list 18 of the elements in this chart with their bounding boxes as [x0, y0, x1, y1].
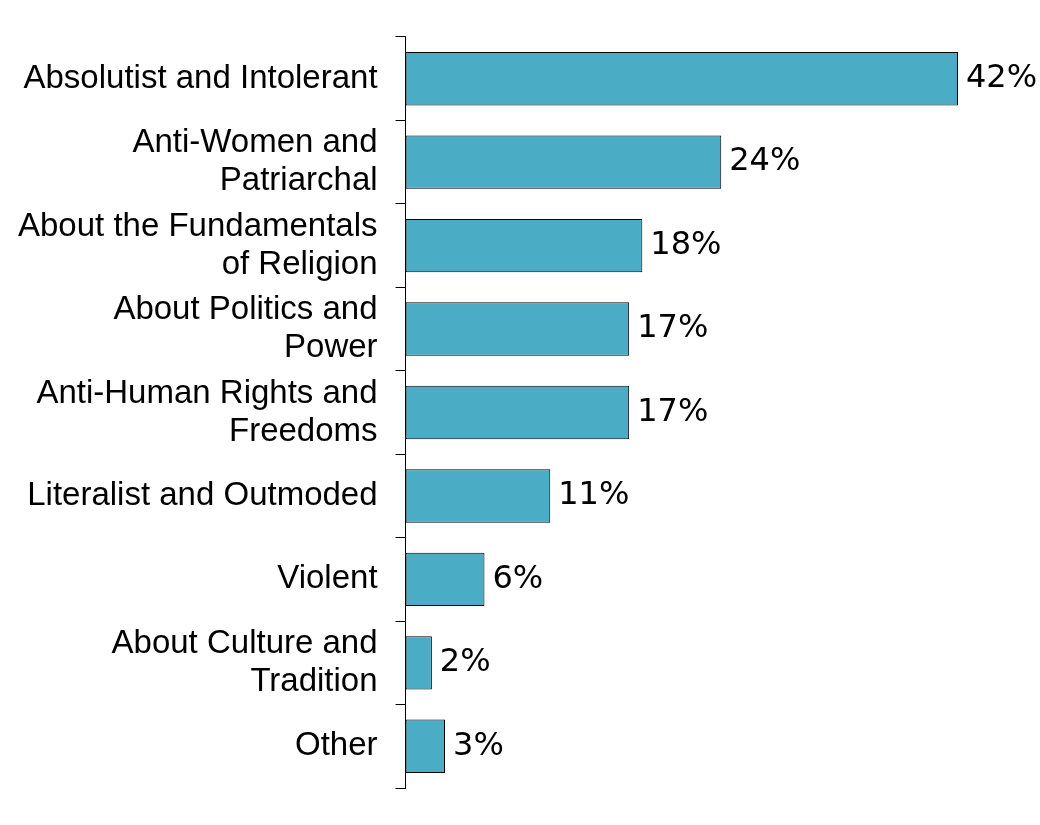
y-tick-label: Anti-Human Rights and Freedoms: [36, 372, 378, 448]
y-tick-label: Literalist and Outmoded: [27, 475, 378, 513]
data-label: 6%: [492, 557, 544, 596]
data-label: 24%: [729, 140, 801, 179]
data-label: 18%: [650, 223, 722, 262]
data-label: 3%: [453, 724, 504, 763]
data-label: 17%: [637, 307, 709, 346]
y-tick-label: Anti-Women and Patriarchal: [132, 122, 378, 198]
y-tick-label: About the Fundamentals of Religion: [17, 205, 378, 281]
data-label: 17%: [637, 390, 709, 429]
data-label: 42%: [966, 57, 1038, 96]
data-label: 11%: [558, 474, 630, 513]
y-tick-label: Violent: [277, 558, 378, 596]
y-tick-label: Absolutist and Intolerant: [23, 57, 378, 95]
y-tick-label: About Culture and Tradition: [111, 622, 378, 698]
y-tick-label: Other: [295, 725, 378, 763]
data-label: 2%: [439, 641, 491, 680]
y-tick-label: About Politics and Power: [113, 289, 378, 365]
